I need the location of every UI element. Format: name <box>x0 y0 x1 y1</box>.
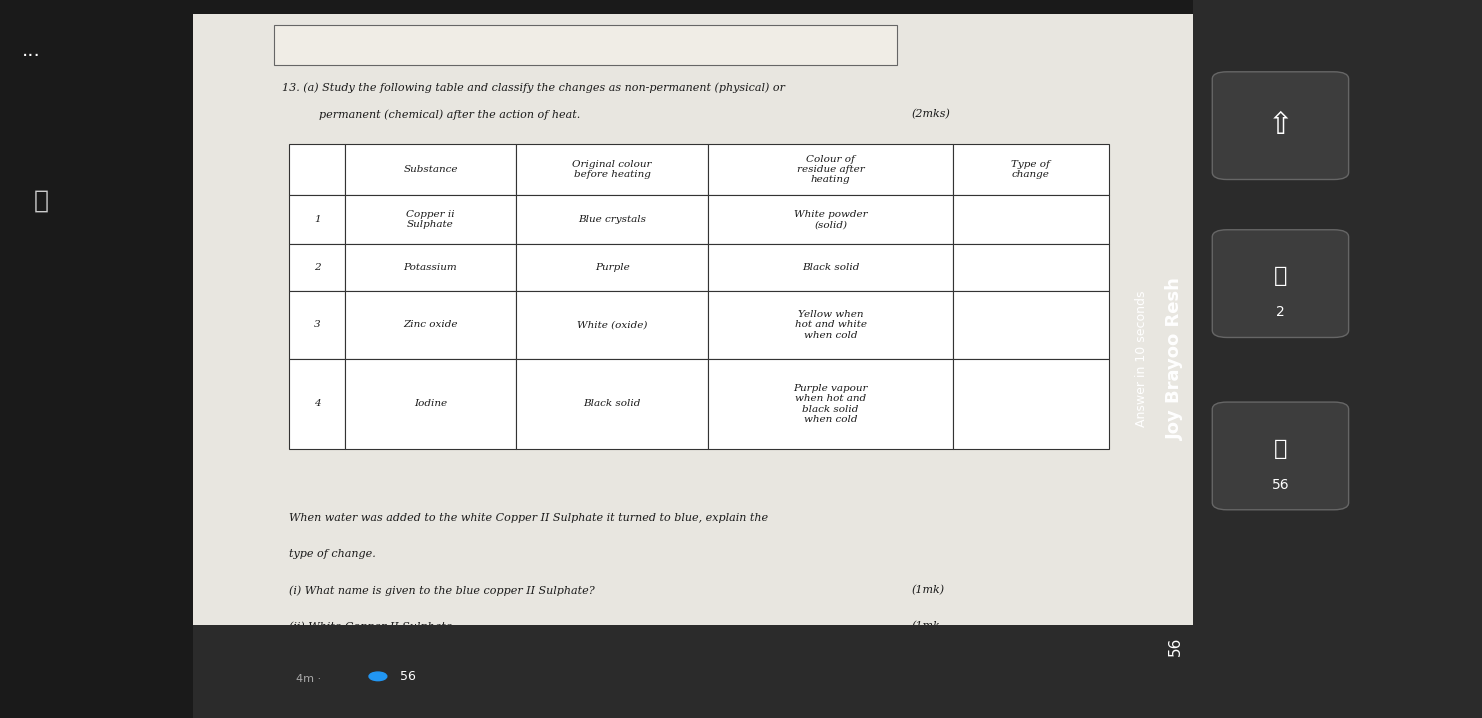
Text: Black solid: Black solid <box>802 263 860 272</box>
Text: (i) What name is given to the blue copper II Sulphate?: (i) What name is given to the blue coppe… <box>289 585 594 596</box>
Bar <box>289 291 345 359</box>
Bar <box>953 244 1109 291</box>
Text: (2mks): (2mks) <box>911 109 950 119</box>
Bar <box>345 291 516 359</box>
Text: 14. What is the confirmatory test for the presence of pure water?1mk): 14. What is the confirmatory test for th… <box>289 693 688 704</box>
Bar <box>274 25 897 65</box>
Bar <box>289 244 345 291</box>
Bar <box>289 359 345 449</box>
Bar <box>193 625 1193 718</box>
FancyBboxPatch shape <box>1212 402 1349 510</box>
Text: Copper ii
Sulphate: Copper ii Sulphate <box>406 210 455 230</box>
Text: Purple vapour
when hot and
black solid
when cold: Purple vapour when hot and black solid w… <box>793 384 868 424</box>
Text: 3: 3 <box>314 320 320 330</box>
Text: 1: 1 <box>314 215 320 224</box>
Text: Substance: Substance <box>403 165 458 174</box>
Text: 👍: 👍 <box>1273 439 1288 459</box>
Bar <box>953 359 1109 449</box>
Bar <box>516 291 708 359</box>
Bar <box>708 195 953 244</box>
Bar <box>516 195 708 244</box>
Text: 4: 4 <box>314 399 320 409</box>
Text: 56: 56 <box>1272 477 1289 492</box>
FancyBboxPatch shape <box>1212 230 1349 337</box>
Text: 56: 56 <box>400 670 416 683</box>
Text: Zinc oxide: Zinc oxide <box>403 320 458 330</box>
Text: When water was added to the white Copper II Sulphate it turned to blue, explain : When water was added to the white Copper… <box>289 513 768 523</box>
Text: 2: 2 <box>1276 305 1285 320</box>
Text: Iodine: Iodine <box>413 399 448 409</box>
Text: Joy Brayoo Resh: Joy Brayoo Resh <box>1166 278 1184 440</box>
Bar <box>345 244 516 291</box>
Bar <box>516 144 708 195</box>
Text: 13. (a) Study the following table and classify the changes as non-permanent (phy: 13. (a) Study the following table and cl… <box>282 83 784 93</box>
Text: 4m ·: 4m · <box>296 673 322 684</box>
Text: Original colour
before heating: Original colour before heating <box>572 159 652 180</box>
Bar <box>708 244 953 291</box>
Text: 56: 56 <box>1168 637 1183 656</box>
Text: (1mk: (1mk <box>911 621 940 631</box>
Text: Black solid: Black solid <box>584 399 640 409</box>
Text: White (oxide): White (oxide) <box>576 320 648 330</box>
Text: (1mk): (1mk) <box>911 657 944 667</box>
Text: Yellow when
hot and white
when cold: Yellow when hot and white when cold <box>794 310 867 340</box>
Bar <box>708 144 953 195</box>
Text: Type of
change: Type of change <box>1011 159 1051 180</box>
Text: Blue crystals: Blue crystals <box>578 215 646 224</box>
Bar <box>345 144 516 195</box>
Text: 2: 2 <box>314 263 320 272</box>
Bar <box>953 291 1109 359</box>
Bar <box>289 144 345 195</box>
Bar <box>1193 0 1482 718</box>
Bar <box>708 291 953 359</box>
Text: Colour of
residue after
heating: Colour of residue after heating <box>797 154 864 185</box>
Text: 🏷: 🏷 <box>34 189 49 213</box>
Text: Answer in 10 seconds: Answer in 10 seconds <box>1135 291 1147 427</box>
Text: 💬: 💬 <box>1273 266 1288 286</box>
Bar <box>345 359 516 449</box>
Text: White powder
(solid): White powder (solid) <box>794 210 867 230</box>
Text: permanent (chemical) after the action of heat.: permanent (chemical) after the action of… <box>319 109 579 120</box>
Bar <box>289 195 345 244</box>
Text: ...: ... <box>22 41 41 60</box>
Text: ⇧: ⇧ <box>1267 111 1294 140</box>
FancyBboxPatch shape <box>1212 72 1349 180</box>
Text: (1mk): (1mk) <box>911 585 944 595</box>
Bar <box>953 195 1109 244</box>
Circle shape <box>369 672 387 681</box>
Bar <box>516 244 708 291</box>
Bar <box>345 195 516 244</box>
Text: Potassium: Potassium <box>403 263 458 272</box>
Text: Purple: Purple <box>594 263 630 272</box>
Bar <box>953 144 1109 195</box>
Text: type of change.: type of change. <box>289 549 376 559</box>
Bar <box>193 14 1193 704</box>
Text: (ii) White Copper II Sulphate.: (ii) White Copper II Sulphate. <box>289 621 456 632</box>
Bar <box>708 359 953 449</box>
Bar <box>516 359 708 449</box>
